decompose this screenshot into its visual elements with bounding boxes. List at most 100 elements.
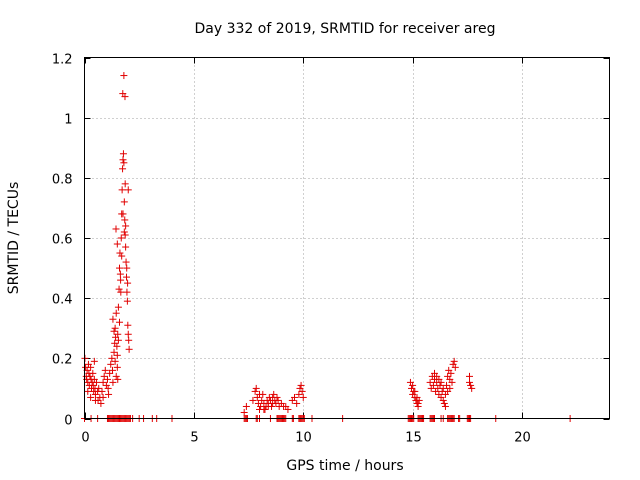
data-point [295, 390, 303, 398]
data-point [125, 345, 133, 353]
data-point [124, 321, 132, 329]
data-point [249, 396, 257, 404]
data-point [99, 378, 107, 386]
data-point [436, 381, 444, 389]
data-point [107, 360, 115, 368]
data-point [124, 330, 132, 338]
data-point [121, 180, 129, 188]
data-point [118, 186, 126, 194]
y-tick-label: 0 [64, 414, 72, 429]
data-point [98, 387, 106, 395]
data-point [433, 372, 441, 380]
data-point [451, 363, 459, 371]
data-point [87, 363, 95, 371]
grid-lines [84, 57, 610, 419]
data-point [114, 303, 122, 311]
data-point [101, 366, 109, 374]
y-tick-label: 0.2 [52, 353, 73, 368]
data-point [113, 342, 121, 350]
data-point [109, 378, 117, 386]
y-axis-label: SRMTID / TECUs [6, 182, 22, 295]
x-tick-label: 10 [295, 431, 312, 446]
data-point [120, 228, 128, 236]
data-point [274, 396, 282, 404]
data-point [299, 393, 307, 401]
data-point [121, 231, 129, 239]
data-point [121, 216, 129, 224]
data-point [84, 387, 92, 395]
data-point [242, 402, 250, 410]
y-tick-label: 1 [64, 113, 72, 128]
data-point [89, 369, 97, 377]
data-point [93, 378, 101, 386]
data-point [411, 387, 419, 395]
data-point [467, 381, 475, 389]
data-point [293, 399, 301, 407]
data-point [240, 408, 248, 416]
data-point [450, 357, 458, 365]
data-point [123, 288, 131, 296]
data-point [298, 387, 306, 395]
data-point [264, 402, 272, 410]
data-point [109, 366, 116, 374]
data-point [256, 390, 263, 398]
y-tick-label: 0.8 [52, 173, 73, 188]
data-point [124, 186, 132, 194]
data-point [112, 225, 120, 233]
data-point [270, 390, 278, 398]
data-point [120, 72, 128, 80]
data-point [282, 402, 290, 410]
data-point [468, 384, 476, 392]
data-point [100, 372, 108, 380]
y-tick-label: 0.6 [52, 233, 73, 248]
data-point [119, 165, 127, 173]
data-point [116, 249, 124, 257]
data-point [123, 264, 131, 272]
data-point [119, 210, 127, 218]
data-point [120, 198, 128, 206]
data-point [112, 309, 120, 317]
data-point [114, 330, 122, 338]
data-point [448, 378, 456, 386]
x-tick-label: 15 [405, 431, 422, 446]
data-point [86, 372, 94, 380]
data-point [116, 264, 123, 272]
data-point [116, 318, 123, 326]
data-point [437, 378, 445, 386]
data-point [119, 156, 127, 164]
data-point [439, 396, 447, 404]
y-tick-label: 0.4 [52, 293, 73, 308]
data-point [108, 354, 116, 362]
data-point [122, 243, 130, 251]
data-point [120, 159, 128, 167]
data-point [125, 336, 133, 344]
data-point [103, 375, 111, 383]
data-point [117, 234, 125, 242]
data-point [441, 402, 449, 410]
x-tick-label: 20 [514, 431, 531, 446]
data-point [124, 279, 132, 287]
data-point [260, 405, 268, 413]
data-point [95, 384, 103, 392]
data-point [114, 336, 122, 344]
data-point [121, 93, 129, 101]
data-point [114, 375, 122, 383]
x-axis-label: GPS time / hours [286, 458, 403, 474]
data-point [466, 378, 473, 386]
data-point [113, 363, 121, 371]
chart-title: Day 332 of 2019, SRMTID for receiver are… [195, 21, 496, 37]
data-point [429, 381, 437, 389]
data-point [87, 393, 95, 401]
data-point [91, 396, 99, 404]
data-point [269, 399, 277, 407]
x-tick-label: 0 [81, 431, 89, 446]
plot-frame [84, 57, 610, 419]
x-tick-label: 5 [190, 431, 198, 446]
data-point [414, 399, 422, 407]
data-point [122, 258, 130, 266]
data-point [102, 381, 110, 389]
data-point [413, 393, 421, 401]
data-point [111, 324, 119, 332]
